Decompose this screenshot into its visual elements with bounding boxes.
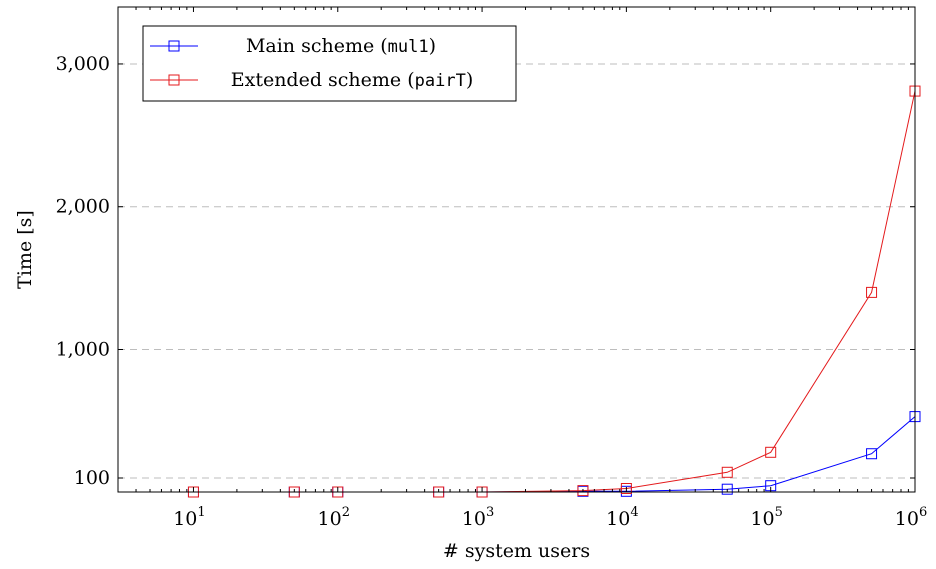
x-axis-title: # system users	[443, 540, 590, 562]
x-tick-label: 104	[606, 505, 638, 530]
data-point-marker	[866, 448, 878, 460]
x-tick-label: 101	[173, 505, 205, 530]
legend-label-code: mul1	[388, 37, 429, 57]
x-tick-exponent: 3	[486, 505, 494, 520]
data-point-marker	[577, 485, 589, 497]
data-point-marker	[765, 446, 777, 458]
legend-label-close: )	[466, 69, 473, 91]
legend-label-text: Extended scheme (	[231, 69, 415, 91]
legend-label-text: Main scheme (	[246, 35, 388, 57]
x-tick-base: 10	[318, 508, 342, 530]
grid-lines	[118, 63, 915, 479]
x-tick-base: 10	[750, 508, 774, 530]
legend-entry-label: Main scheme (mul1)	[246, 35, 436, 57]
series-line-1	[193, 90, 916, 493]
y-tick-label: 3,000	[56, 53, 110, 75]
x-tick-label: 103	[462, 505, 494, 530]
y-tick-labels: 100 1,000 2,000 3,000	[56, 53, 110, 489]
legend: Main scheme (mul1)Extended scheme (pairT…	[142, 25, 517, 102]
legend-label-code: pairT	[415, 71, 466, 91]
x-tick-base: 10	[462, 508, 486, 530]
x-tick-exponent: 2	[342, 505, 350, 520]
legend-box	[142, 25, 517, 102]
x-tick-base: 10	[173, 508, 197, 530]
legend-entry-label: Extended scheme (pairT)	[231, 69, 474, 91]
y-tick-label: 2,000	[56, 196, 110, 218]
legend-swatch-marker	[168, 40, 180, 52]
x-tick-base: 10	[606, 508, 630, 530]
x-tick-exponent: 1	[197, 505, 205, 520]
x-tick-label: 102	[318, 505, 350, 530]
series-line-0	[193, 416, 916, 493]
legend-swatch-marker	[168, 74, 180, 86]
x-tick-exponent: 5	[775, 505, 783, 520]
data-point-marker	[620, 483, 632, 494]
series-layer	[187, 85, 921, 498]
y-tick-label: 100	[74, 467, 110, 489]
axis-ticks	[117, 7, 916, 492]
x-tick-label: 105	[750, 505, 782, 530]
y-axis-title: Time [s]	[14, 210, 36, 289]
data-point-marker	[721, 466, 733, 478]
x-tick-exponent: 4	[630, 505, 638, 520]
data-point-marker	[866, 286, 878, 298]
legend-label-close: )	[429, 35, 436, 57]
x-tick-base: 10	[895, 508, 919, 530]
y-tick-label: 1,000	[56, 339, 110, 361]
x-tick-exponent: 6	[919, 505, 927, 520]
x-tick-labels: 101 102 103 104 105 106	[173, 505, 927, 530]
data-point-marker	[721, 483, 733, 495]
x-tick-label: 106	[895, 505, 927, 530]
plot-frame	[117, 6, 916, 493]
